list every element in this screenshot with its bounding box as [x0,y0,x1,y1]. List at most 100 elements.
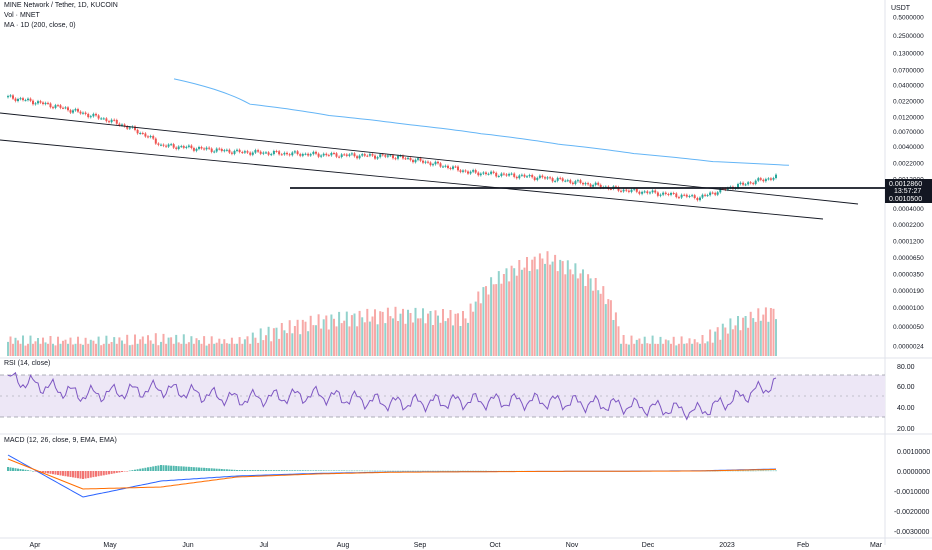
candle-body [646,191,649,194]
macd-histogram-bar [97,471,100,477]
volume-bar [203,336,206,356]
macd-histogram-bar [108,471,110,475]
volume-bar [100,345,103,356]
macd-histogram-bar [288,470,291,471]
macd-histogram-bar [327,470,330,471]
ma-legend[interactable]: MA · 1D (200, close, 0) [4,22,76,29]
candle-body [439,163,442,167]
candle-body [141,133,144,134]
macd-histogram-bar [105,471,108,475]
volume-bar [664,339,667,356]
candle-body [259,151,262,154]
candle-body [574,181,577,184]
candle-body [304,153,307,155]
volume-bar [711,342,714,356]
volume-bar [149,340,152,356]
candle-body [29,98,32,101]
volume-bar [185,343,188,356]
volume-bar [177,342,180,356]
macd-histogram-bar [12,467,14,471]
candle-body [64,107,67,109]
price-axis[interactable]: 0.5000000 0.2500000 0.1300000 0.0700000 0.04… [893,15,924,351]
volume-bar [500,283,503,356]
price-tick-label: 0.1300000 [893,51,924,58]
candle-body [531,175,534,178]
candle-body [477,172,480,176]
macd-legend[interactable]: MACD (12, 26, close, 9, EMA, EMA) [4,437,117,444]
volume-bar [699,343,701,356]
macd-histogram-bar [330,470,333,471]
candle-body [617,187,620,191]
rsi-legend[interactable]: RSI (14, close) [4,360,51,367]
candle-body [233,150,236,154]
macd-histogram-bar [299,470,302,471]
macd-histogram-bar [477,470,480,472]
candle-body [17,99,19,101]
candle-body [291,152,294,156]
candle-body [399,155,402,157]
macd-histogram-bar [392,470,394,472]
candle-body [472,170,475,172]
price-tick-label: 0.0040000 [893,144,924,151]
candle-body [546,177,549,179]
macd-histogram-bar [278,470,281,471]
volume-bar [482,287,485,356]
volume-bar [22,335,24,356]
candle-body [757,178,760,181]
volume-bar [424,323,427,356]
candle-body [108,121,110,123]
volume-bar [576,278,579,356]
macd-histogram-bar [462,470,464,472]
candle-body [149,136,152,138]
macd-histogram-bar [7,467,9,471]
volume-bar [350,315,353,356]
price-tick-label: 0.0000650 [893,255,924,262]
macd-histogram-bar [361,470,364,472]
volume-bar [442,309,444,356]
rsi-band-fill [0,375,885,417]
candle-body [254,150,257,153]
channel-lower-trendline[interactable] [0,139,824,220]
volume-bar [662,343,665,356]
candle-body [556,177,559,181]
macd-histogram-bar [296,470,299,471]
volume-bar [44,342,47,356]
volume-bar [384,323,387,356]
candle-body [228,149,231,153]
macd-histogram-bar [427,470,429,472]
rsi-pane [7,371,777,421]
macd-histogram-bar [363,470,366,472]
volume-bar [571,274,574,356]
volume-legend[interactable]: Vol · MNET [4,12,40,19]
time-axis[interactable]: Apr May Jun Jul Aug Sep Oct Nov Dec 2023 Feb Mar [30,542,883,549]
macd-tick-label: -0.0030000 [894,529,930,536]
macd-histogram-bar [170,465,173,471]
macd-histogram-bar [424,470,427,472]
volume-bar [546,251,549,356]
candle-body [162,144,165,146]
volume-bar [358,310,361,356]
candle-body [144,133,147,137]
volume-bar [538,253,541,356]
macd-histogram-bar [157,465,160,471]
macd-histogram-bar [457,470,459,472]
volume-bar [659,336,662,356]
candle-body [12,95,14,99]
candle-body [419,158,422,161]
volume-bar [589,278,592,356]
candle-body [417,158,419,160]
macd-histogram-bar [257,470,260,471]
candle-body [597,182,600,185]
macd-histogram-bar [417,470,419,472]
candle-body [22,98,24,101]
candle-body [487,173,490,175]
symbol-title[interactable]: MINE Network / Tether, 1D, KUCOIN [4,2,118,9]
volume-bar [564,274,567,356]
candle-body [454,166,457,168]
macd-histogram-bar [452,470,454,472]
volume-bar [434,310,437,356]
volume-bar [192,343,195,356]
volume-bar [399,313,402,356]
candle-body [322,153,325,156]
